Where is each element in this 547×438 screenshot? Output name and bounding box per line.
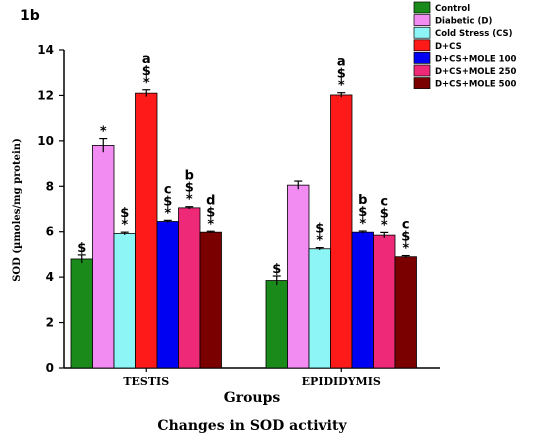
- bar: [265, 280, 288, 369]
- y-tick-label: 10: [37, 134, 54, 148]
- y-tick-label: 0: [46, 361, 54, 375]
- bars: $*$ *a $ *c $ *b $ * d $ *$$ *a $ *b $ *c $ * c $ *: [70, 52, 417, 369]
- significance-label: b $ *: [185, 169, 194, 208]
- bar: [135, 92, 158, 369]
- significance-label: c $ *: [401, 218, 410, 257]
- significance-label: $ *: [120, 206, 129, 233]
- y-tick-labels: 0 2 4 6 8 10 12 14: [37, 43, 54, 375]
- legend: Control Diabetic (D) Cold Stress (CS) D+CS D…: [413, 1, 517, 90]
- category-label: EPIDIDYMIS: [302, 375, 381, 388]
- legend-swatch: [413, 1, 431, 14]
- x-axis-label: Groups: [224, 390, 281, 406]
- bar: [351, 231, 374, 369]
- significance-label: *: [100, 125, 107, 140]
- legend-label: Cold Stress (CS): [435, 29, 513, 39]
- legend-label: Diabetic (D): [435, 17, 492, 27]
- chart-title: Changes in SOD activity: [157, 418, 347, 434]
- legend-label: D+CS+MOLE 250: [435, 67, 517, 77]
- legend-label: D+CS+MOLE 500: [435, 80, 517, 90]
- panel-label: 1b: [20, 8, 40, 24]
- significance-label: c $ *: [380, 194, 389, 233]
- significance-label: $: [272, 262, 281, 277]
- significance-label: d $ *: [206, 193, 215, 232]
- category-label: TESTIS: [123, 375, 169, 388]
- y-tick-label: 4: [46, 270, 54, 284]
- bar: [287, 184, 310, 369]
- bar: [156, 221, 179, 369]
- significance-label: a $ *: [142, 52, 151, 91]
- significance-label: $ *: [315, 222, 324, 249]
- y-tick-label: 14: [37, 43, 54, 57]
- bar: [113, 233, 136, 369]
- bar: [330, 94, 353, 369]
- legend-swatch: [413, 39, 431, 52]
- y-tick-label: 12: [37, 88, 54, 102]
- bar: [308, 248, 331, 369]
- y-axis-label: SOD (µmoles/mg protein): [12, 138, 23, 282]
- legend-swatch: [413, 64, 431, 77]
- significance-label: b $ *: [358, 193, 367, 232]
- legend-label: D+CS+MOLE 100: [435, 54, 517, 64]
- legend-label: Control: [435, 4, 470, 14]
- category-labels: TESTIS EPIDIDYMIS: [123, 375, 381, 388]
- significance-label: a $ *: [337, 55, 346, 94]
- legend-swatch: [413, 52, 431, 64]
- bar: [394, 256, 417, 369]
- legend-swatch: [413, 77, 431, 89]
- y-axis: [59, 49, 65, 369]
- bar: [92, 144, 115, 369]
- bar: [178, 207, 201, 369]
- y-tick-label: 2: [46, 316, 54, 330]
- significance-label: c $ *: [163, 182, 172, 221]
- significance-label: $: [77, 241, 86, 256]
- y-tick-label: 6: [46, 225, 54, 239]
- legend-swatch: [413, 14, 431, 26]
- y-tick-label: 8: [46, 179, 54, 193]
- bar: [199, 231, 222, 369]
- legend-label: D+CS: [435, 42, 462, 52]
- bar: [70, 258, 93, 369]
- bar: [373, 234, 396, 369]
- legend-swatch: [413, 26, 431, 39]
